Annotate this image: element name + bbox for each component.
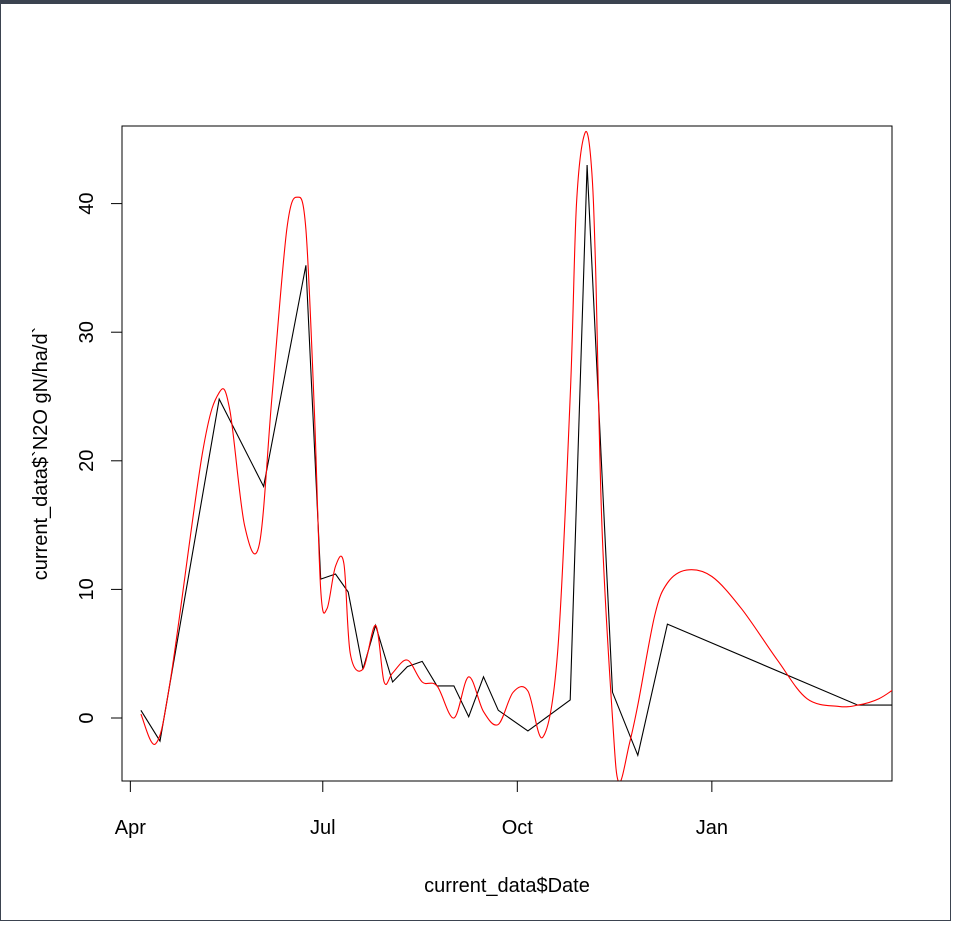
- series-group: [140, 130, 892, 781]
- y-axis: 0 10 20 30 40: [76, 192, 123, 724]
- y-tick-label: 30: [76, 321, 98, 343]
- y-tick-label: 0: [76, 712, 98, 723]
- x-tick-label: Jan: [696, 817, 728, 839]
- red-fit-line: [140, 130, 892, 781]
- x-tick-label: Apr: [115, 817, 146, 839]
- x-tick-label: Oct: [502, 817, 534, 839]
- x-tick-label: Jul: [310, 817, 336, 839]
- plot-box: [121, 125, 893, 782]
- x-axis-title: current_data$Date: [424, 875, 590, 897]
- y-tick-label: 20: [76, 450, 98, 472]
- x-axis: Apr Jul Oct Jan: [115, 780, 728, 839]
- y-tick-label: 10: [76, 578, 98, 600]
- line-chart: Apr Jul Oct Jan 0 10 20 30 40 current_data$Date…: [30, 125, 893, 897]
- y-tick-label: 40: [76, 192, 98, 214]
- y-axis-title: current_data$`N2O gN/ha/d`: [30, 327, 52, 580]
- black-observed-line: [140, 164, 892, 758]
